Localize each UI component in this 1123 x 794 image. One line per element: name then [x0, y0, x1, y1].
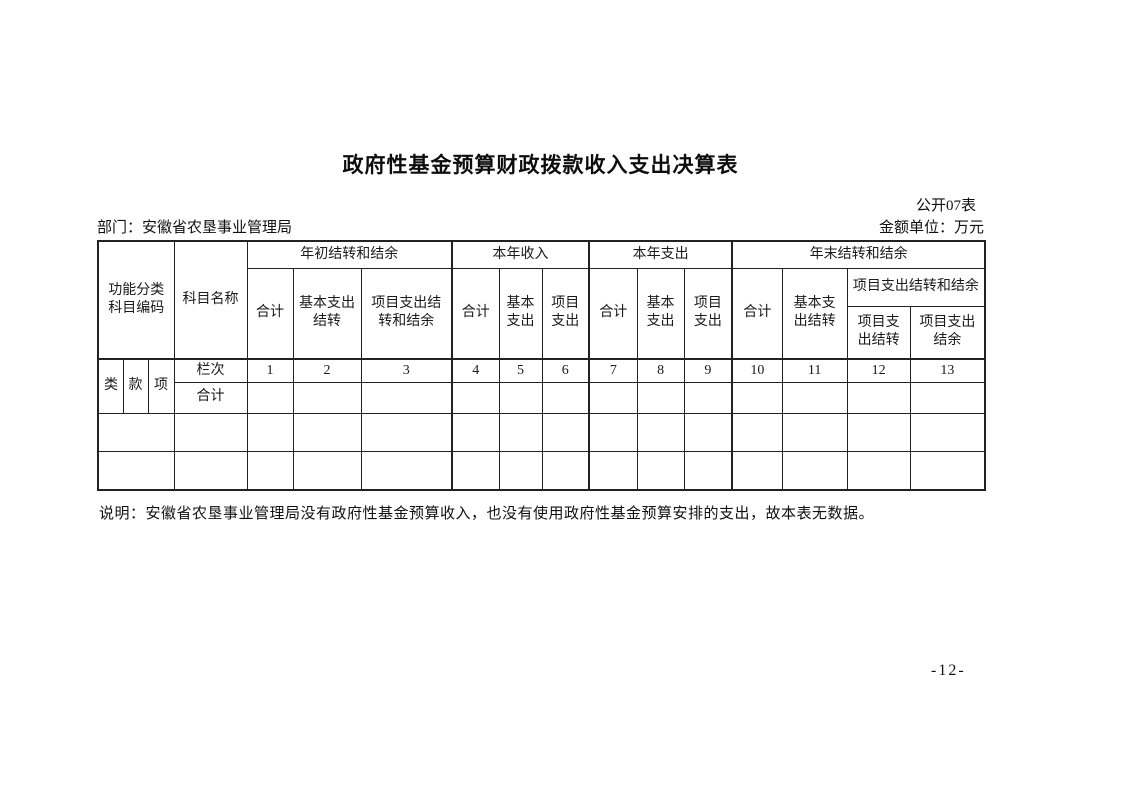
- form-id-label: 公开07表: [915, 198, 976, 214]
- column-number: 1: [246, 358, 294, 383]
- header-group-row: 功能分类科目编码 科目名称 年初结转和结余 本年收入 本年支出 年末结转和结余: [97, 240, 986, 360]
- header-cell: 合计: [451, 267, 500, 360]
- data-cell: [360, 450, 453, 491]
- data-cell: [588, 381, 638, 414]
- data-cell: [451, 381, 500, 414]
- column-number: 6: [541, 358, 590, 383]
- header-cell: 基本支出: [636, 267, 685, 360]
- data-cell: [846, 450, 911, 491]
- data-cell: [781, 412, 848, 452]
- department-label: 部门：安徽省农垦事业管理局: [97, 220, 293, 236]
- data-cell: [731, 450, 783, 491]
- data-cell: [97, 412, 175, 452]
- data-cell: [781, 381, 848, 414]
- data-cell: [731, 412, 783, 452]
- data-cell: [909, 381, 986, 414]
- unit-label: 金额单位：万元: [878, 220, 984, 236]
- column-number: 13: [909, 358, 986, 383]
- header-subgroup-project-balance: 项目支出结转和结余: [846, 267, 986, 307]
- data-cell: [846, 381, 911, 414]
- table-row: [97, 450, 986, 491]
- header-func-code: 功能分类科目编码: [97, 240, 175, 360]
- data-cell: [498, 381, 543, 414]
- header-cell: 项目支出结转: [846, 305, 911, 360]
- column-number: 8: [636, 358, 685, 383]
- data-cell: [451, 412, 500, 452]
- data-cell: [541, 450, 590, 491]
- column-number: 5: [498, 358, 543, 383]
- data-cell: [588, 412, 638, 452]
- data-cell: [636, 412, 685, 452]
- data-cell: [541, 381, 590, 414]
- header-subsub-row: 项目支出结转 项目支出结余: [98, 305, 986, 360]
- data-cell: [498, 450, 543, 491]
- data-cell: [731, 381, 783, 414]
- data-cell: [683, 412, 733, 452]
- data-cell: [246, 412, 294, 452]
- table-row: [97, 412, 986, 452]
- data-cell: [846, 412, 911, 452]
- header-subject-name: 科目名称: [173, 240, 248, 360]
- column-number: 3: [360, 358, 453, 383]
- header-cell: 基本支出: [498, 267, 543, 360]
- column-number: 4: [451, 358, 500, 383]
- header-section-end-balance: 年末结转和结余: [731, 240, 986, 269]
- data-cell: [588, 450, 638, 491]
- lanci-label: 栏次: [173, 358, 248, 383]
- data-cell: [683, 450, 733, 491]
- header-cell: 项目支出结转和结余: [360, 267, 453, 360]
- data-cell: [909, 412, 986, 452]
- data-cell: [97, 450, 175, 491]
- code-col-class: 类: [97, 358, 124, 414]
- header-section-year-expense: 本年支出: [588, 240, 733, 269]
- column-number: 2: [292, 358, 362, 383]
- column-number: 11: [781, 358, 848, 383]
- total-label: 合计: [173, 381, 248, 414]
- header-cell: 项目支出: [541, 267, 590, 360]
- data-cell: [246, 450, 294, 491]
- header-section-begin-balance: 年初结转和结余: [246, 240, 453, 269]
- page-number: -12-: [931, 662, 966, 679]
- header-cell: 合计: [731, 267, 783, 360]
- data-cell: [292, 450, 362, 491]
- data-cell: [451, 450, 500, 491]
- data-cell: [292, 381, 362, 414]
- total-row: 合计: [98, 381, 986, 414]
- column-number: 9: [683, 358, 733, 383]
- data-cell: [541, 412, 590, 452]
- header-sub-row: 合计 基本支出结转 项目支出结转和结余 合计 基本支出 项目支出 合计 基本支出…: [98, 267, 986, 360]
- header-cell: 项目支出结余: [909, 305, 986, 360]
- data-cell: [292, 412, 362, 452]
- column-number: 7: [588, 358, 638, 383]
- header-cell: 基本支出结转: [781, 267, 848, 360]
- data-cell: [636, 381, 685, 414]
- header-cell: 合计: [246, 267, 294, 360]
- data-cell: [498, 412, 543, 452]
- header-section-year-income: 本年收入: [451, 240, 590, 269]
- column-number: 10: [731, 358, 783, 383]
- header-cell: 项目支出: [683, 267, 733, 360]
- column-number: 12: [846, 358, 911, 383]
- header-cell: 基本支出结转: [292, 267, 362, 360]
- data-cell: [909, 450, 986, 491]
- column-index-row: 类 款 项 栏次 1 2 3 4 5 6 7 8 9 10 11 12 13: [97, 358, 986, 414]
- data-cell: [173, 450, 248, 491]
- data-cell: [360, 381, 453, 414]
- page-title: 政府性基金预算财政拨款收入支出决算表: [342, 154, 739, 177]
- data-cell: [173, 412, 248, 452]
- explanation-note: 说明：安徽省农垦事业管理局没有政府性基金预算收入，也没有使用政府性基金预算安排的…: [99, 506, 875, 522]
- meta-row: 部门：安徽省农垦事业管理局 金额单位：万元: [97, 216, 984, 237]
- data-cell: [683, 381, 733, 414]
- code-col-section: 款: [122, 358, 149, 414]
- header-cell: 合计: [588, 267, 638, 360]
- data-cell: [636, 450, 685, 491]
- data-cell: [781, 450, 848, 491]
- code-col-item: 项: [147, 358, 175, 414]
- data-cell: [360, 412, 453, 452]
- budget-table: 功能分类科目编码 科目名称 年初结转和结余 本年收入 本年支出 年末结转和结余 …: [97, 240, 987, 491]
- data-cell: [246, 381, 294, 414]
